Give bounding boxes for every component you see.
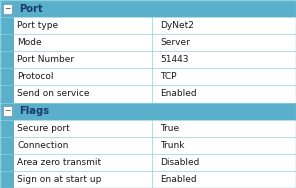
Text: Protocol: Protocol xyxy=(17,72,54,81)
Text: Port Number: Port Number xyxy=(17,55,74,64)
Text: Trunk: Trunk xyxy=(160,141,184,150)
Bar xyxy=(0,102,296,120)
Bar xyxy=(2,4,12,14)
Text: Area zero transmit: Area zero transmit xyxy=(17,158,101,167)
Text: DyNet2: DyNet2 xyxy=(160,21,194,30)
Bar xyxy=(0,17,296,34)
Bar xyxy=(0,120,296,137)
Bar xyxy=(0,51,296,68)
Text: −: − xyxy=(4,107,10,116)
Bar xyxy=(0,154,296,171)
Text: Disabled: Disabled xyxy=(160,158,200,167)
Text: Flags: Flags xyxy=(19,106,49,116)
Text: Enabled: Enabled xyxy=(160,175,197,184)
Text: Port type: Port type xyxy=(17,21,58,30)
Bar xyxy=(0,17,14,34)
Text: Server: Server xyxy=(160,38,190,47)
Text: Sign on at start up: Sign on at start up xyxy=(17,175,101,184)
Text: 51443: 51443 xyxy=(160,55,189,64)
Bar xyxy=(0,0,296,17)
Text: TCP: TCP xyxy=(160,72,176,81)
Bar xyxy=(0,86,14,102)
Bar xyxy=(0,68,296,86)
Text: Mode: Mode xyxy=(17,38,42,47)
Bar xyxy=(0,154,14,171)
Text: Port: Port xyxy=(19,4,43,14)
Text: −: − xyxy=(4,4,10,13)
Bar xyxy=(0,137,296,154)
Text: Connection: Connection xyxy=(17,141,68,150)
Bar xyxy=(0,34,296,51)
Bar xyxy=(0,51,14,68)
Text: Send on service: Send on service xyxy=(17,89,89,99)
Text: Secure port: Secure port xyxy=(17,124,70,133)
Text: Enabled: Enabled xyxy=(160,89,197,99)
Text: True: True xyxy=(160,124,179,133)
Bar xyxy=(0,68,14,86)
Bar xyxy=(0,137,14,154)
Bar xyxy=(0,171,296,188)
Bar xyxy=(0,171,14,188)
Bar xyxy=(0,86,296,102)
Bar xyxy=(2,106,12,116)
Bar xyxy=(0,34,14,51)
Bar xyxy=(0,120,14,137)
